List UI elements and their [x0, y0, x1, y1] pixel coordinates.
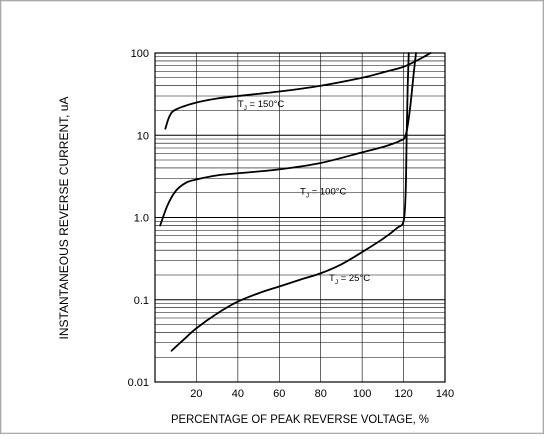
- y-tick-label: 1.0: [134, 213, 149, 225]
- x-tick-label: 140: [436, 388, 454, 400]
- x-tick-label: 60: [273, 388, 285, 400]
- x-tick-label: 100: [353, 388, 371, 400]
- x-tick-label: 120: [394, 388, 412, 400]
- y-tick-labels: 0.01 0.1 1.0 10 100: [128, 48, 149, 389]
- y-tick-label: 0.1: [134, 295, 149, 307]
- x-tick-label: 40: [232, 388, 244, 400]
- y-axis-label: INSTANTANEOUS REVERSE CURRENT, uA: [57, 97, 71, 340]
- series-line-1: [159, 52, 417, 227]
- series-line-2: [170, 52, 410, 352]
- plot-area-border: [154, 52, 446, 383]
- series-curves: [159, 52, 432, 352]
- y-tick-label: 0.01: [128, 377, 149, 389]
- x-tick-labels: 20 40 60 80 100 120 140: [190, 388, 454, 400]
- series-line-0: [164, 52, 432, 130]
- x-tick-label: 20: [190, 388, 202, 400]
- x-tick-label: 80: [315, 388, 327, 400]
- y-tick-label: 100: [131, 48, 149, 60]
- x-axis-label: PERCENTAGE OF PEAK REVERSE VOLTAGE, %: [171, 412, 429, 426]
- series-annotation-2: TJ = 25°C: [329, 273, 370, 286]
- y-tick-label: 10: [137, 130, 149, 142]
- series-annotations: TJ = 150°C TJ = 100°C TJ = 25°C: [238, 99, 370, 286]
- series-annotation-0: TJ = 150°C: [238, 99, 285, 112]
- series-annotation-1: TJ = 100°C: [300, 187, 347, 200]
